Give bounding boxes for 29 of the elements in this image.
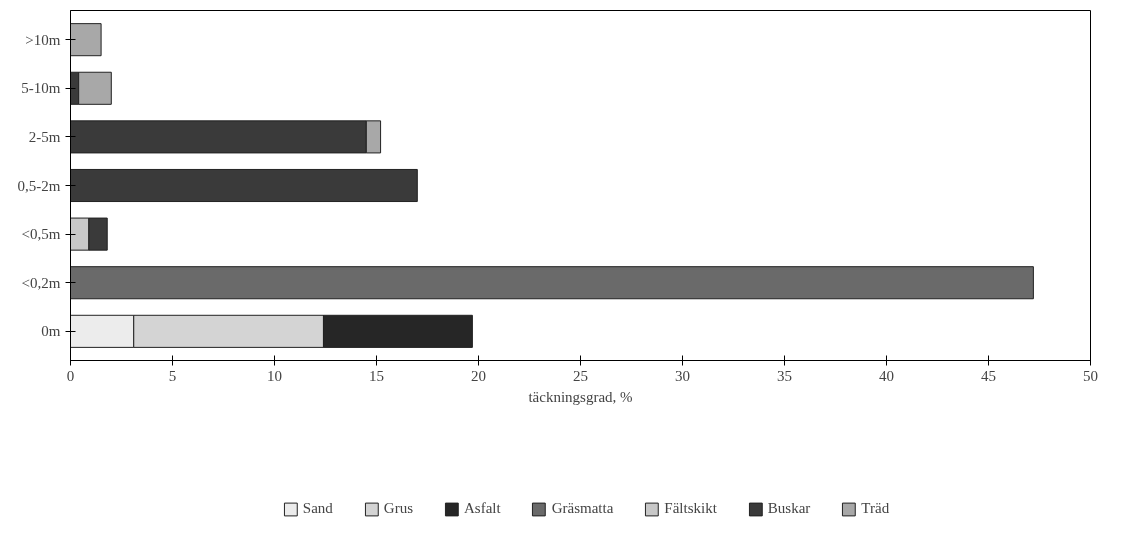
x-tick-label: 15 <box>369 367 384 384</box>
legend-label: Buskar <box>767 500 811 517</box>
y-tick-label: >10m <box>25 31 61 48</box>
x-tick-label: 0 <box>66 367 75 384</box>
legend-label: Sand <box>302 500 333 517</box>
y-tick-label: 0m <box>41 323 61 340</box>
y-tick-label: <0,2m <box>21 274 61 291</box>
x-tick-label: 40 <box>879 367 894 384</box>
legend-label: Grus <box>383 500 414 517</box>
legend-label: Gräsmatta <box>551 500 614 517</box>
x-tick-label: 5 <box>168 367 177 384</box>
y-tick-label: 2-5m <box>28 128 61 145</box>
x-tick-label: 50 <box>1083 367 1098 384</box>
y-tick-label: 0,5-2m <box>17 177 61 194</box>
y-tick-label: 5-10m <box>21 80 61 97</box>
x-tick-label: 10 <box>267 367 282 384</box>
bar <box>70 23 102 57</box>
x-tick-label: 35 <box>777 367 792 384</box>
x-axis-title: täckningsgrad, % <box>528 388 633 405</box>
x-tick-label: 30 <box>675 367 690 384</box>
legend-label: Träd <box>861 500 890 517</box>
bar <box>70 168 418 203</box>
bar <box>70 266 1034 300</box>
legend-label: Fältskikt <box>664 500 717 517</box>
y-tick-label: <0,5m <box>21 226 61 243</box>
x-tick-label: 45 <box>981 367 996 384</box>
legend-label: Asfalt <box>464 500 501 517</box>
x-tick-label: 20 <box>471 367 486 384</box>
x-tick-label: 25 <box>573 367 588 384</box>
